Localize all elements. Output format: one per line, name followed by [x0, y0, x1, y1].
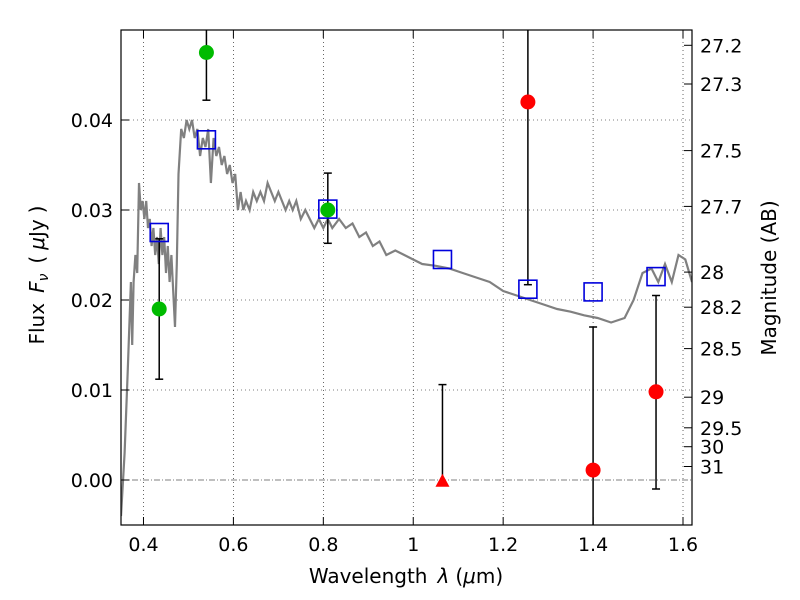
- model-spectrum-line: [121, 119, 692, 517]
- data-markers: [149, 45, 666, 487]
- magnitude-tick-label: 30: [700, 437, 724, 459]
- x-tick-label: 0.6: [218, 534, 248, 556]
- x-tick-label: 1.6: [668, 534, 698, 556]
- detection-point: [151, 301, 167, 317]
- magnitude-tick-label: 29.5: [700, 418, 742, 440]
- x-tick-label: 0.4: [128, 534, 158, 556]
- model-photometry-point: [518, 279, 538, 300]
- x-tick-label: 1.2: [488, 534, 518, 556]
- error-bars: [155, 30, 661, 525]
- y-tick-label: 0.02: [71, 290, 113, 312]
- magnitude-tick-label: 27.5: [700, 141, 742, 163]
- grid: [121, 30, 692, 525]
- y-axis-label-open-paren: (: [25, 256, 49, 264]
- detection-point: [320, 202, 336, 218]
- x-axis-label: Wavelength λ (μm): [309, 564, 503, 588]
- magnitude-tick-label: 27.3: [700, 74, 742, 96]
- upper-limit-point: [435, 473, 450, 487]
- y-axis-label-symbol: F: [25, 281, 49, 293]
- model-photometry-point: [646, 266, 666, 287]
- plot-frame: [120, 29, 693, 526]
- plot-area: [121, 119, 692, 517]
- magnitude-tick-label: 28.2: [700, 297, 742, 319]
- y-axis-label-close-paren: ): [25, 205, 49, 213]
- magnitude-tick-label: 28.5: [700, 339, 742, 361]
- model-photometry-point: [149, 222, 170, 243]
- y-axis-label-word: Flux: [25, 303, 49, 345]
- magnitude-tick-label: 29: [700, 387, 724, 409]
- y-tick-label: 0.00: [71, 470, 113, 492]
- magnitude-tick-label: 27.7: [700, 196, 742, 218]
- non-detection-point: [648, 384, 664, 400]
- x-tick-label: 1.4: [578, 534, 608, 556]
- x-axis-label-word: Wavelength: [309, 564, 428, 588]
- magnitude-tick-label: 31: [700, 457, 724, 479]
- y-tick-label: 0.03: [71, 200, 113, 222]
- x-axis-label-open-paren: (: [455, 564, 463, 588]
- y-tick-label: 0.04: [71, 110, 113, 132]
- model-photometry-point: [432, 249, 453, 270]
- y-tick-label: 0.01: [71, 380, 113, 402]
- axis-ticks: 0.4 0.6 0.8 1 1.2 1.4 1.6 0.00 0.01 0.02 0.03 0.04 2…: [71, 30, 742, 556]
- non-detection-point: [585, 462, 601, 478]
- model-photometry-point: [318, 199, 338, 219]
- magnitude-tick-label: 27.2: [700, 35, 742, 57]
- model-photometry-point: [196, 130, 217, 150]
- detection-point: [198, 45, 214, 60]
- y-axis-label-subscript: ν: [36, 273, 52, 281]
- x-axis-label-unit: m): [476, 564, 503, 588]
- right-axis-label: Magnitude (AB): [757, 200, 781, 355]
- x-axis-label-micro: μ: [462, 564, 476, 588]
- y-axis-label-unit: Jy: [25, 219, 49, 239]
- y-axis-label: Flux Fν ( μJy): [25, 205, 52, 344]
- x-tick-label: 1: [407, 534, 419, 556]
- non-detection-point: [520, 94, 536, 110]
- x-axis-label-symbol: λ: [436, 564, 449, 588]
- magnitude-tick-label: 28: [700, 262, 724, 284]
- y-axis-label-micro: μ: [25, 237, 49, 251]
- model-photometry-point: [583, 282, 603, 302]
- x-tick-label: 0.8: [308, 534, 338, 556]
